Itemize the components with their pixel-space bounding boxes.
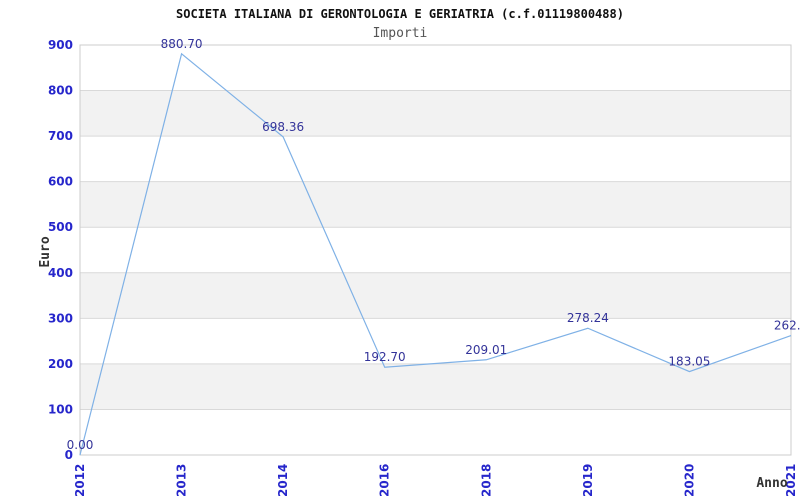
x-tick-label: 2013 xyxy=(175,464,189,497)
x-tick-label: 2021 xyxy=(784,464,798,497)
x-tick-label: 2020 xyxy=(682,464,696,497)
data-label: 278.24 xyxy=(567,311,609,325)
x-tick-labels: 2012 2013 2014 2016 2018 2019 2020 2021 xyxy=(73,464,798,497)
x-axis-title: Anno xyxy=(756,476,787,491)
x-tick-label: 2014 xyxy=(276,464,290,497)
plot-band xyxy=(80,90,791,137)
y-axis-title: Euro xyxy=(38,236,53,267)
x-tick-label: 2012 xyxy=(73,464,87,497)
series-line xyxy=(79,52,792,456)
chart-title: SOCIETA ITALIANA DI GERONTOLOGIA E GERIA… xyxy=(176,7,624,21)
data-label: 698.36 xyxy=(262,120,304,134)
y-tick-label: 700 xyxy=(48,129,73,143)
data-label: 183.05 xyxy=(668,355,710,369)
y-tick-label: 200 xyxy=(48,357,73,371)
plot-bands xyxy=(80,90,791,410)
y-tick-label: 800 xyxy=(48,84,73,98)
plot-band xyxy=(80,181,791,228)
y-tick-label: 600 xyxy=(48,175,73,189)
plot-band xyxy=(80,272,791,319)
plot-border xyxy=(79,44,792,456)
x-tick-label: 2019 xyxy=(581,464,595,497)
y-tick-label: 500 xyxy=(48,220,73,234)
y-tick-label: 300 xyxy=(48,311,73,325)
x-tick-label: 2016 xyxy=(378,464,392,497)
y-tick-label: 100 xyxy=(48,402,73,416)
y-tick-label: 0 xyxy=(65,448,73,462)
x-tick-label: 2018 xyxy=(479,464,493,497)
data-label: 192.70 xyxy=(364,350,406,364)
plot-band xyxy=(80,363,791,410)
data-label: 209.01 xyxy=(465,343,507,357)
y-tick-label: 400 xyxy=(48,266,73,280)
data-label: 262.2 xyxy=(774,319,800,333)
y-tick-label: 900 xyxy=(48,38,73,52)
data-label: 0.00 xyxy=(67,438,94,452)
data-label: 880.70 xyxy=(161,37,203,51)
y-tick-labels: 0 100 200 300 400 500 600 700 800 900 xyxy=(48,38,73,462)
data-labels: 0.00 880.70 698.36 192.70 209.01 278.24 183.05… xyxy=(67,37,800,452)
chart-subtitle: Importi xyxy=(372,26,428,41)
